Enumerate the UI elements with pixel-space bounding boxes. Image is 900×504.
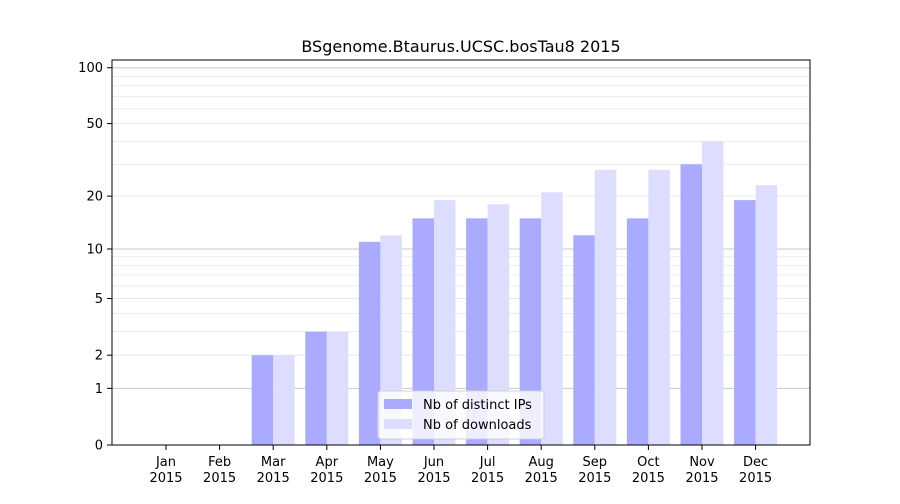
bar-downloads <box>326 331 349 445</box>
x-tick-label-year: 2015 <box>578 471 611 486</box>
x-tick-label-month: Aug <box>529 455 554 470</box>
y-tick-label: 1 <box>95 382 103 397</box>
x-tick-label-month: Apr <box>316 455 339 470</box>
y-tick-label: 100 <box>78 61 103 76</box>
x-tick-label-month: Feb <box>208 455 231 470</box>
legend-swatch <box>384 419 412 429</box>
legend-box <box>377 390 545 440</box>
x-tick-label-month: Mar <box>261 455 286 470</box>
bar-distinct-ips <box>626 218 649 445</box>
bar-distinct-ips <box>519 218 542 445</box>
x-tick-label-month: Nov <box>689 455 715 470</box>
y-tick-label: 2 <box>95 349 103 364</box>
bar-distinct-ips <box>251 355 274 445</box>
grid-lines <box>112 67 810 389</box>
legend-swatch <box>384 399 412 409</box>
x-tick-label-month: Jul <box>479 455 496 470</box>
x-tick-label-month: Jan <box>155 455 176 470</box>
x-tick-label-month: Jun <box>423 455 444 470</box>
bar-distinct-ips <box>358 241 381 445</box>
bar-downloads <box>541 192 563 445</box>
bars <box>251 141 778 446</box>
y-tick-label: 10 <box>86 242 103 257</box>
x-tick-label-year: 2015 <box>739 471 772 486</box>
x-tick-label-month: Oct <box>637 455 659 470</box>
plot-area-frame <box>111 59 811 446</box>
x-tick-label-month: May <box>367 455 394 470</box>
y-axis: 0 1 2 5 10 20 50 100 <box>78 61 112 454</box>
bar-downloads <box>702 141 724 446</box>
x-tick-label-year: 2015 <box>525 471 558 486</box>
bar-distinct-ips <box>466 218 488 445</box>
x-tick-label-month: Sep <box>583 455 608 470</box>
x-tick-label-year: 2015 <box>149 471 182 486</box>
x-tick-label-year: 2015 <box>257 471 290 486</box>
x-tick-label-year: 2015 <box>310 471 343 486</box>
bar-distinct-ips <box>305 331 327 445</box>
chart-title: BSgenome.Btaurus.UCSC.bosTau8 2015 <box>301 37 620 56</box>
bar-distinct-ips <box>573 235 595 445</box>
x-tick-label-year: 2015 <box>685 471 718 486</box>
bar-downloads <box>648 169 670 445</box>
legend-label: Nb of distinct IPs <box>423 398 532 413</box>
bar-downloads <box>434 200 456 445</box>
legend-label: Nb of downloads <box>423 418 532 433</box>
legend: Nb of distinct IPs Nb of downloads <box>377 390 545 440</box>
x-axis: Jan2015Feb2015Mar2015Apr2015May2015Jun20… <box>149 445 772 486</box>
bar-downloads <box>755 185 778 445</box>
bar-downloads <box>487 204 510 445</box>
bar-downloads <box>273 355 295 445</box>
y-tick-label: 50 <box>86 117 103 132</box>
x-tick-label-year: 2015 <box>471 471 504 486</box>
bar-distinct-ips <box>680 164 702 445</box>
bar-downloads <box>594 169 617 445</box>
bar-distinct-ips <box>412 218 434 445</box>
x-tick-label-month: Dec <box>743 455 768 470</box>
y-tick-label: 0 <box>95 439 103 454</box>
bar-distinct-ips <box>734 200 756 445</box>
x-tick-label-year: 2015 <box>203 471 236 486</box>
x-tick-label-year: 2015 <box>364 471 397 486</box>
x-tick-label-year: 2015 <box>417 471 450 486</box>
x-tick-label-year: 2015 <box>632 471 665 486</box>
y-tick-label: 20 <box>86 190 103 205</box>
y-tick-label: 5 <box>95 292 103 307</box>
